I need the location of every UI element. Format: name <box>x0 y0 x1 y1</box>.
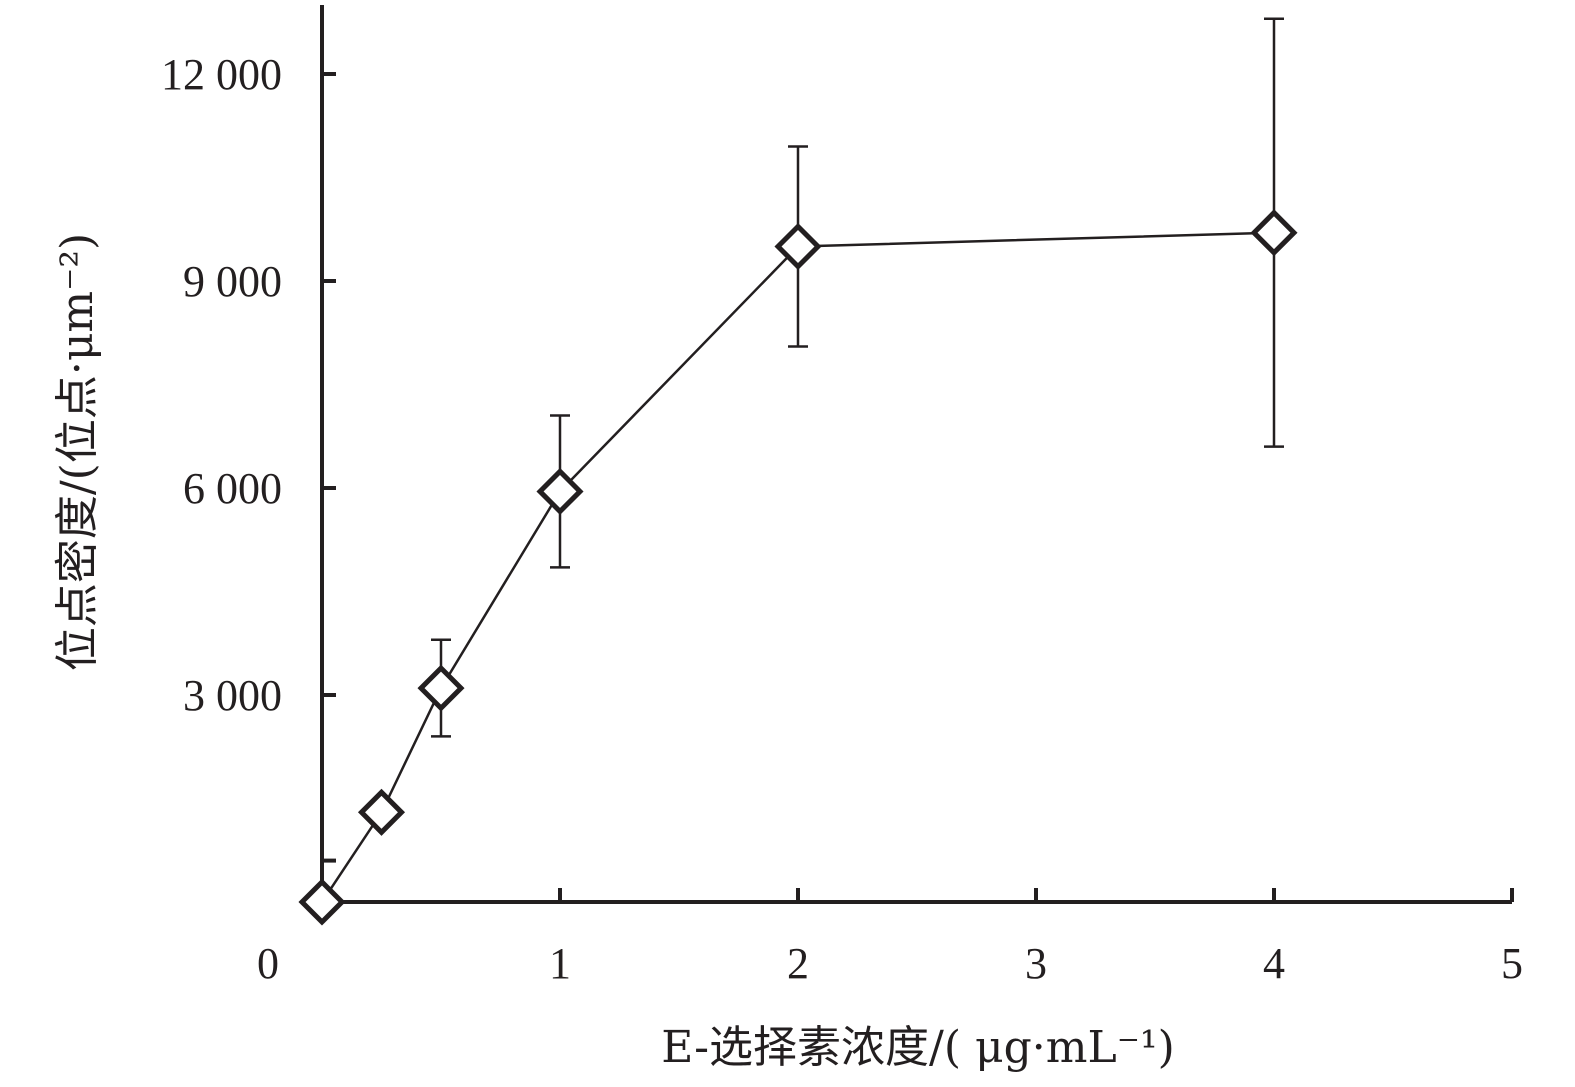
y-tick-label: 9 000 <box>183 257 282 306</box>
data-point-diamond <box>298 878 346 926</box>
origin-label: 0 <box>257 939 279 988</box>
tick-labels: 1 2 3 4 5 3 000 6 000 9 000 12 000 <box>161 50 1523 988</box>
y-tick-label: 3 000 <box>183 671 282 720</box>
series <box>298 17 1298 926</box>
y-tick-label: 12 000 <box>161 50 282 99</box>
x-axis-title: E-选择素浓度/( μg·mL⁻¹) <box>661 1022 1175 1073</box>
data-point-diamond <box>417 664 465 712</box>
x-tick-label: 2 <box>787 939 809 988</box>
y-axis-title: 位点密度/(位点·μm⁻²) <box>52 233 103 671</box>
x-tick-label: 4 <box>1263 939 1285 988</box>
series-line <box>320 231 1275 903</box>
axes <box>320 5 1512 904</box>
data-point-diamond <box>357 788 406 836</box>
x-tick-label: 5 <box>1501 939 1523 988</box>
ticks <box>322 72 1514 902</box>
y-tick-label: 6 000 <box>183 464 282 513</box>
data-point-diamond <box>536 467 584 515</box>
data-point-diamond <box>774 222 822 271</box>
data-point-diamond <box>1250 209 1298 257</box>
x-tick-label: 1 <box>549 939 571 988</box>
x-tick-label: 3 <box>1025 939 1047 988</box>
